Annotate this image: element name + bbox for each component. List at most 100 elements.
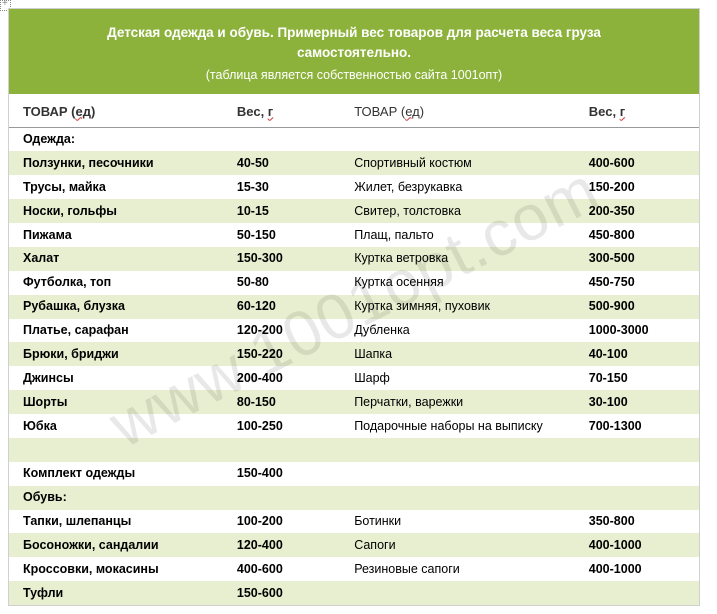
cell-c4: 300-500	[575, 247, 699, 271]
cell-c4: 40-100	[575, 342, 699, 366]
header-subtitle: (таблица является собственностью сайта 1…	[39, 68, 669, 82]
cell-c4: 450-800	[575, 223, 699, 247]
table-row: Рубашка, блузка60-120Куртка зимняя, пухо…	[9, 295, 699, 319]
cell-c2: 50-80	[223, 271, 340, 295]
cell-c3	[340, 127, 575, 151]
column-headers: ТОВАР (ед) Вес, г ТОВАР (ед) Вес, г	[9, 94, 699, 128]
cell-c1: Джинсы	[9, 366, 223, 390]
cell-c1: Носки, гольфы	[9, 199, 223, 223]
cell-c2: 100-200	[223, 510, 340, 534]
cell-c3: Куртка зимняя, пуховик	[340, 295, 575, 319]
ch1a: ТОВАР (	[23, 104, 75, 119]
cell-c1: Рубашка, блузка	[9, 295, 223, 319]
table-row: Платье, сарафан120-200Дубленка1000-3000	[9, 319, 699, 343]
cell-c1: Обувь:	[9, 486, 223, 510]
cell-c2: 80-150	[223, 390, 340, 414]
ch3c: )	[420, 104, 424, 119]
cell-c4: 400-1000	[575, 557, 699, 581]
cell-c2: 150-400	[223, 462, 340, 486]
col-product-1: ТОВАР (ед)	[9, 94, 223, 128]
cell-c2	[223, 438, 340, 462]
table-row: Одежда:	[9, 127, 699, 151]
cell-c3: Шапка	[340, 342, 575, 366]
cell-c4	[575, 127, 699, 151]
table-row: Комплект одежды150-400	[9, 462, 699, 486]
cell-c1: Одежда:	[9, 127, 223, 151]
cell-c1: Кроссовки, мокасины	[9, 557, 223, 581]
cell-c4: 350-800	[575, 510, 699, 534]
table-row: Брюки, бриджи150-220Шапка40-100	[9, 342, 699, 366]
cell-c3: Куртка осенняя	[340, 271, 575, 295]
cell-c2: 50-150	[223, 223, 340, 247]
cell-c4: 400-600	[575, 151, 699, 175]
cell-c1: Босоножки, сандалии	[9, 533, 223, 557]
cell-c4	[575, 486, 699, 510]
cell-c2: 120-400	[223, 533, 340, 557]
table-body: Одежда: Ползунки, песочники40-50Спортивн…	[9, 127, 699, 605]
cell-c3: Плащ, пальто	[340, 223, 575, 247]
table-row: Шорты80-150Перчатки, варежки30-100	[9, 390, 699, 414]
cell-c3: Куртка ветровка	[340, 247, 575, 271]
weight-table-container: www.1001opt.com Детская одежда и обувь. …	[8, 8, 700, 606]
cell-c2: 10-15	[223, 199, 340, 223]
table-row: Футболка, топ50-80Куртка осенняя450-750	[9, 271, 699, 295]
cell-c2: 60-120	[223, 295, 340, 319]
cell-c4: 30-100	[575, 390, 699, 414]
ch3b: ед	[405, 104, 420, 119]
table-row: Босоножки, сандалии120-400Сапоги400-1000	[9, 533, 699, 557]
cell-c1: Шорты	[9, 390, 223, 414]
cell-c3: Перчатки, варежки	[340, 390, 575, 414]
cell-c2	[223, 127, 340, 151]
ch3a: ТОВАР (	[354, 104, 405, 119]
ch2b: г	[268, 104, 273, 119]
cell-c2: 100-250	[223, 414, 340, 438]
cell-c4: 1000-3000	[575, 319, 699, 343]
table-row: Туфли150-600	[9, 581, 699, 605]
cell-c3	[340, 581, 575, 605]
table-row: Ползунки, песочники40-50Спортивный костю…	[9, 151, 699, 175]
cell-c3: Спортивный костюм	[340, 151, 575, 175]
table-row: Джинсы200-400Шарф70-150	[9, 366, 699, 390]
table-row	[9, 438, 699, 462]
cell-c1: Халат	[9, 247, 223, 271]
ch4b: г	[620, 104, 625, 119]
cell-c4: 500-900	[575, 295, 699, 319]
cell-c1: Трусы, майка	[9, 175, 223, 199]
ch2a: Вес,	[237, 104, 268, 119]
table-header: Детская одежда и обувь. Примерный вес то…	[9, 9, 699, 94]
cell-c3: Резиновые сапоги	[340, 557, 575, 581]
table-row: Пижама50-150Плащ, пальто450-800	[9, 223, 699, 247]
cell-c3	[340, 438, 575, 462]
cell-c4	[575, 438, 699, 462]
cell-c3: Свитер, толстовка	[340, 199, 575, 223]
cell-c2: 150-220	[223, 342, 340, 366]
cell-c2: 200-400	[223, 366, 340, 390]
cell-c1: Юбка	[9, 414, 223, 438]
cell-c1: Платье, сарафан	[9, 319, 223, 343]
cell-c4: 150-200	[575, 175, 699, 199]
cell-c3: Ботинки	[340, 510, 575, 534]
cell-c4	[575, 581, 699, 605]
cell-c1: Тапки, шлепанцы	[9, 510, 223, 534]
cell-c2: 15-30	[223, 175, 340, 199]
ch4a: Вес,	[589, 104, 620, 119]
cell-c3: Сапоги	[340, 533, 575, 557]
cell-c3: Шарф	[340, 366, 575, 390]
table-row: Юбка100-250Подарочные наборы на выписку7…	[9, 414, 699, 438]
cell-c3: Дубленка	[340, 319, 575, 343]
cell-c2: 40-50	[223, 151, 340, 175]
table-row: Носки, гольфы10-15Свитер, толстовка200-3…	[9, 199, 699, 223]
cell-c4: 400-1000	[575, 533, 699, 557]
table-row: Обувь:	[9, 486, 699, 510]
cell-c4: 700-1300	[575, 414, 699, 438]
cell-c4	[575, 462, 699, 486]
header-title-line2: самостоятельно.	[297, 45, 411, 60]
table-row: Халат150-300Куртка ветровка300-500	[9, 247, 699, 271]
header-title-line1: Детская одежда и обувь. Примерный вес то…	[107, 25, 601, 40]
weight-table: ТОВАР (ед) Вес, г ТОВАР (ед) Вес, г Одеж…	[9, 94, 699, 606]
cell-c1: Ползунки, песочники	[9, 151, 223, 175]
cell-c4: 450-750	[575, 271, 699, 295]
cell-c3: Подарочные наборы на выписку	[340, 414, 575, 438]
cell-c1: Туфли	[9, 581, 223, 605]
header-title: Детская одежда и обувь. Примерный вес то…	[39, 23, 669, 64]
